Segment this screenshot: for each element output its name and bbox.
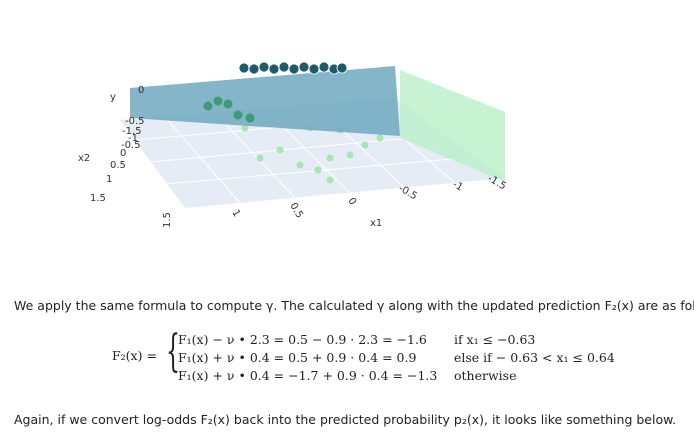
formula-cond: if x₁ ≤ −0.63 — [454, 332, 536, 347]
axis-title: y — [110, 92, 116, 103]
axis-title: x1 — [370, 218, 382, 229]
formula-cond: otherwise — [454, 368, 517, 383]
tick-label: 0.5 — [110, 160, 126, 171]
tick-label: 1.5 — [90, 193, 106, 204]
formula-expr: F₁(x) + ν • 0.4 = −1.7 + 0.9 · 0.4 = −1.… — [178, 368, 438, 383]
tick-label: 1.5 — [162, 212, 173, 228]
paragraph: We apply the same formula to compute γ. … — [14, 298, 694, 313]
tick-label: 0 — [345, 196, 358, 207]
tick-label: 0 — [120, 148, 126, 159]
tick-label: -1 — [128, 133, 138, 144]
green-plane — [400, 70, 505, 182]
points-green — [203, 96, 255, 123]
formula-brace: { — [166, 326, 180, 377]
tick-label: -1 — [451, 179, 465, 194]
tick-label: -0.5 — [121, 140, 141, 151]
formula-expr: F₁(x) + ν • 0.4 = 0.5 + 0.9 · 0.4 = 0.9 — [178, 350, 417, 365]
formula-lhs: F₂(x) = — [112, 348, 157, 363]
tick-label: -1.5 — [122, 126, 142, 137]
points-dark — [238, 61, 348, 75]
paragraph: Again, if we convert log-odds F₂(x) back… — [14, 412, 677, 427]
formula-cond: else if − 0.63 < x₁ ≤ 0.64 — [454, 350, 615, 365]
tick-label: 1 — [106, 174, 112, 185]
tick-label: 0 — [138, 85, 144, 96]
tick-label: -0.5 — [125, 116, 145, 127]
tick-label: 1 — [229, 208, 242, 219]
axis-title: x2 — [78, 153, 90, 164]
blue-plane — [130, 66, 400, 136]
tick-label: 0.5 — [287, 201, 304, 220]
formula-expr: F₁(x) − ν • 2.3 = 0.5 − 0.9 · 2.3 = −1.6 — [178, 332, 427, 347]
